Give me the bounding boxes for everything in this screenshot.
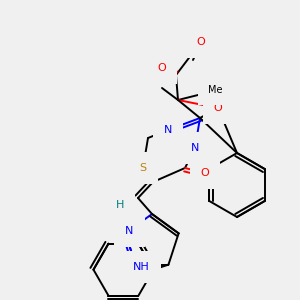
Text: O: O (214, 103, 222, 113)
Text: NH: NH (133, 262, 150, 272)
Text: O: O (196, 37, 206, 47)
Text: N: N (191, 143, 199, 153)
Text: N: N (164, 125, 172, 135)
Text: O: O (201, 168, 209, 178)
Text: O: O (158, 63, 166, 73)
Text: H: H (116, 200, 124, 210)
Text: N: N (125, 226, 134, 236)
Text: Me: Me (208, 85, 222, 95)
Text: S: S (140, 163, 147, 173)
